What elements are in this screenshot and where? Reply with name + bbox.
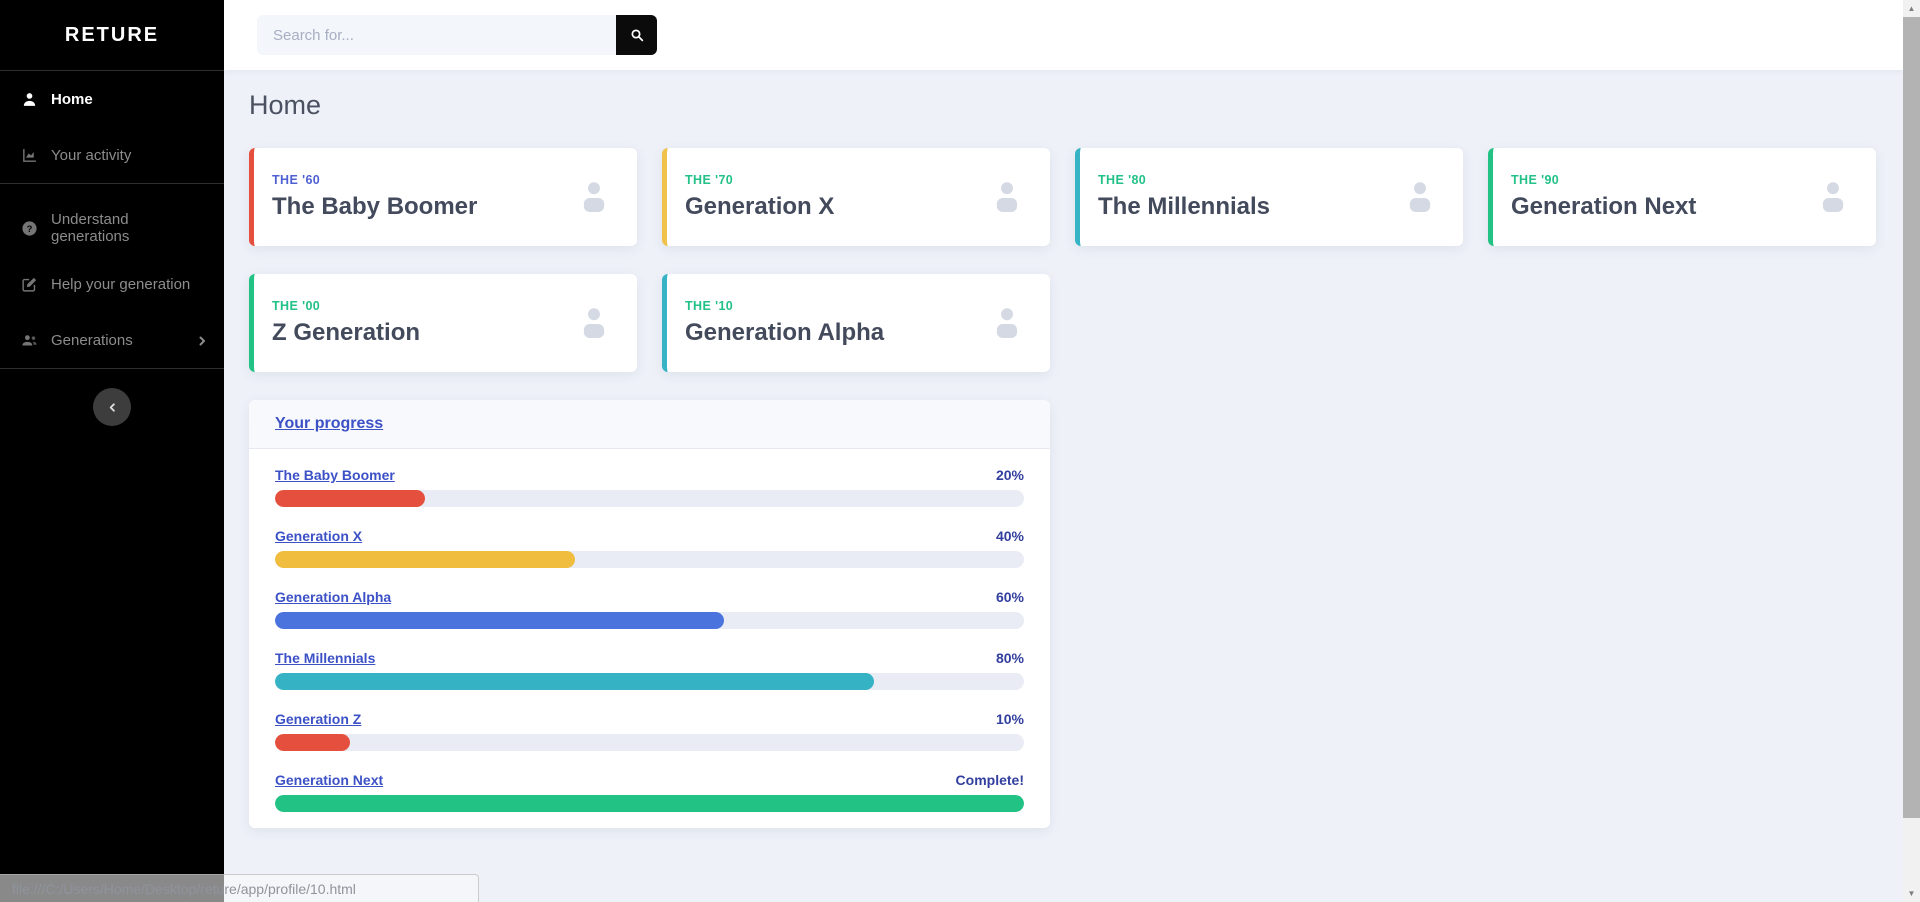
progress-panel-body: The Baby Boomer 20% Generation X 40%	[249, 449, 1050, 828]
edit-icon	[20, 275, 38, 293]
users-icon	[20, 331, 38, 349]
card-the-baby-boomer[interactable]: THE '60 The Baby Boomer	[249, 148, 637, 246]
card-title: Z Generation	[272, 319, 421, 346]
card-era-label: THE '90	[1511, 173, 1560, 187]
chevron-right-icon	[196, 334, 208, 346]
progress-value: 80%	[995, 650, 1024, 666]
progress-item-link[interactable]: Generation Z	[275, 711, 362, 727]
person-icon	[573, 302, 615, 344]
sidebar-item-help-your-generation[interactable]: Help your generation	[0, 256, 224, 312]
scroll-down-button[interactable]: ▼	[1907, 889, 1916, 898]
progress-track	[275, 551, 1024, 568]
sidebar-item-label: Help your generation	[51, 275, 191, 293]
card-title: Generation Alpha	[685, 319, 885, 346]
card-era-label: THE '70	[685, 173, 734, 187]
card-title: The Baby Boomer	[272, 193, 478, 220]
card-era-label: THE '00	[272, 299, 321, 313]
sidebar-item-label: Understand generations	[51, 211, 130, 245]
progress-panel-header: Your progress	[249, 400, 1050, 449]
sidebar-item-understand-generations[interactable]: ? Understand generations	[0, 200, 224, 256]
sidebar-spacer	[0, 184, 224, 200]
sidebar-divider	[0, 70, 224, 71]
sidebar-divider	[0, 368, 224, 369]
main-content: Home THE '60 The Baby Boomer THE '70 Gen…	[224, 70, 1903, 902]
progress-row: The Baby Boomer 20%	[275, 467, 1024, 507]
progress-row: The Millennials 80%	[275, 650, 1024, 690]
chart-area-icon	[20, 146, 38, 164]
sidebar-item-generations[interactable]: Generations	[0, 312, 224, 368]
progress-track	[275, 612, 1024, 629]
progress-item-link[interactable]: Generation Next	[275, 772, 384, 788]
progress-fill	[275, 490, 425, 507]
progress-item-link[interactable]: The Millennials	[275, 650, 376, 666]
topbar	[224, 0, 1903, 70]
card-generation-next[interactable]: THE '90 Generation Next	[1488, 148, 1876, 246]
progress-fill	[275, 673, 875, 690]
progress-item-link[interactable]: The Baby Boomer	[275, 467, 395, 483]
search-icon	[629, 27, 645, 43]
person-icon	[986, 176, 1028, 218]
card-era-label: THE '60	[272, 173, 321, 187]
sidebar-item-home[interactable]: Home	[0, 71, 224, 127]
scrollbar[interactable]: ▲ ▼	[1903, 0, 1920, 902]
progress-track	[275, 490, 1024, 507]
card-generation-x[interactable]: THE '70 Generation X	[662, 148, 1050, 246]
search-button[interactable]	[616, 15, 657, 55]
progress-track	[275, 673, 1024, 690]
page-title: Home	[249, 90, 322, 120]
sidebar-item-your-activity[interactable]: Your activity	[0, 127, 224, 183]
card-title: Generation Next	[1511, 193, 1697, 220]
user-icon	[20, 90, 38, 108]
sidebar-divider	[0, 183, 224, 184]
question-circle-icon: ?	[20, 219, 38, 237]
sidebar: RETURE Home Your activity ? Understand g…	[0, 0, 224, 902]
progress-row: Generation X 40%	[275, 528, 1024, 568]
chevron-left-icon	[107, 402, 118, 413]
progress-row: Generation Next Complete!	[275, 772, 1024, 812]
progress-row: Generation Z 10%	[275, 711, 1024, 751]
sidebar-collapse-button[interactable]	[93, 388, 131, 426]
sidebar-item-label: Home	[51, 90, 93, 108]
progress-fill	[275, 795, 1024, 812]
card-the-millennials[interactable]: THE '80 The Millennials	[1075, 148, 1463, 246]
progress-item-link[interactable]: Generation X	[275, 528, 363, 544]
progress-row: Generation Alpha 60%	[275, 589, 1024, 629]
progress-track	[275, 795, 1024, 812]
person-icon	[986, 302, 1028, 344]
card-era-label: THE '80	[1098, 173, 1147, 187]
card-era-label: THE '10	[685, 299, 734, 313]
app-logo[interactable]: RETURE	[64, 23, 160, 46]
progress-value: 60%	[995, 589, 1024, 605]
person-icon	[1399, 176, 1441, 218]
generation-cards-grid: THE '60 The Baby Boomer THE '70 Generati…	[249, 148, 1876, 372]
progress-track	[275, 734, 1024, 751]
person-icon	[1812, 176, 1854, 218]
card-title: Generation X	[685, 193, 835, 220]
progress-value: 10%	[995, 711, 1024, 727]
card-generation-alpha[interactable]: THE '10 Generation Alpha	[662, 274, 1050, 372]
search-bar	[257, 15, 657, 55]
svg-text:?: ?	[26, 224, 32, 234]
progress-item-link[interactable]: Generation Alpha	[275, 589, 392, 605]
your-progress-link[interactable]: Your progress	[275, 415, 384, 432]
scrollbar-thumb[interactable]	[1903, 17, 1920, 818]
progress-value: 40%	[995, 528, 1024, 544]
progress-fill	[275, 612, 725, 629]
status-bar-url: file:///C:/Users/Home/Desktop/reture/app…	[0, 874, 479, 902]
progress-fill	[275, 551, 575, 568]
sidebar-item-label: Generations	[51, 331, 133, 349]
your-progress-panel: Your progress The Baby Boomer 20% Genera…	[249, 400, 1050, 828]
card-z-generation[interactable]: THE '00 Z Generation	[249, 274, 637, 372]
card-title: The Millennials	[1098, 193, 1271, 220]
person-icon	[573, 176, 615, 218]
scroll-up-button[interactable]: ▲	[1907, 4, 1916, 13]
search-input[interactable]	[257, 15, 616, 55]
progress-value: 20%	[995, 467, 1024, 483]
progress-value: Complete!	[955, 772, 1024, 788]
sidebar-item-label: Your activity	[51, 146, 132, 164]
progress-fill	[275, 734, 350, 751]
